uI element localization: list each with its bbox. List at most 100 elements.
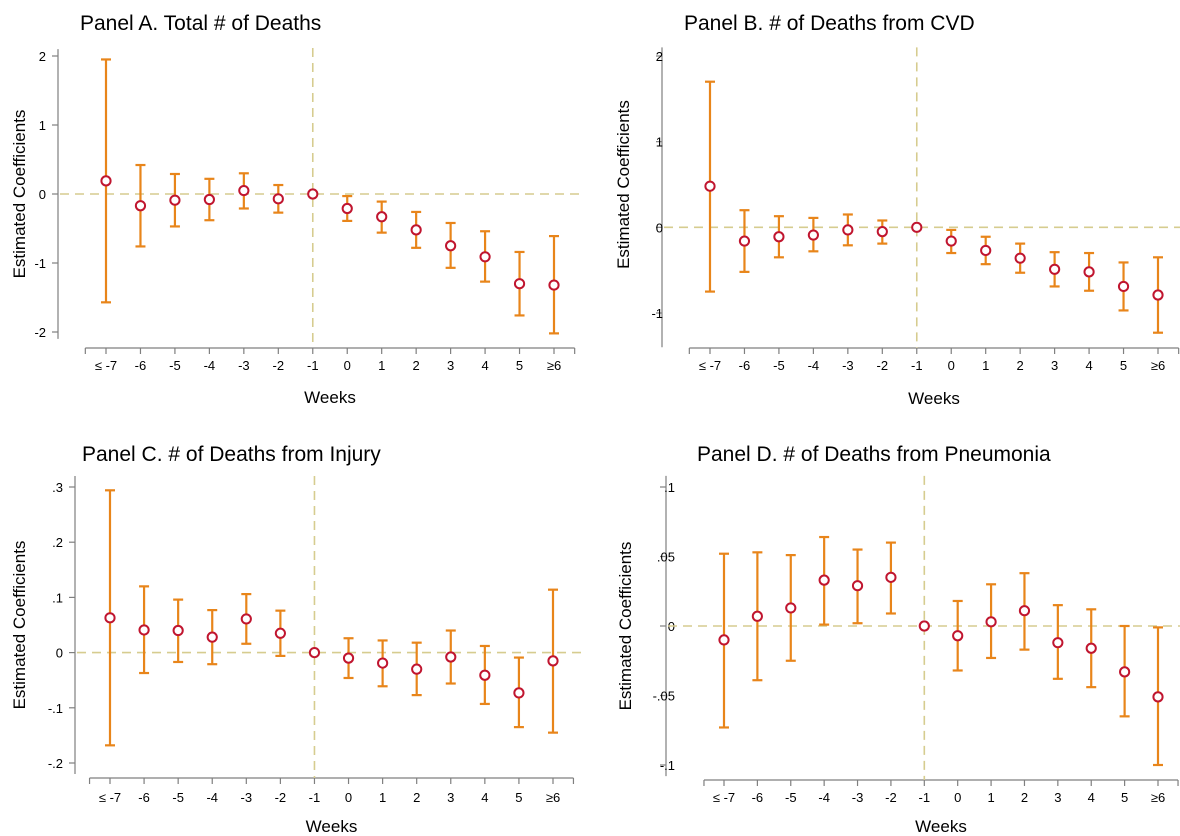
point-estimate — [240, 613, 252, 625]
y-tick-label: -.2 — [48, 756, 63, 771]
y-tick-label: .3 — [52, 480, 63, 495]
y-tick-label: 1 — [656, 135, 663, 150]
y-tick-label: 2 — [656, 49, 663, 64]
point-estimate — [445, 240, 457, 252]
point-estimate — [238, 184, 250, 197]
x-tick-label: 4 — [481, 790, 488, 805]
panel-d: Panel D. # of Deaths from Pneumonia .1 .05… — [616, 443, 1180, 836]
point-estimate — [1049, 263, 1061, 275]
x-tick-label: -2 — [275, 790, 287, 805]
point-estimate — [411, 663, 423, 675]
point-estimate — [1018, 605, 1031, 617]
x-tick-label: -3 — [238, 358, 250, 373]
y-tick-label: .1 — [52, 590, 63, 605]
x-axis-label: Weeks — [306, 817, 358, 836]
y-tick-label: 2 — [39, 49, 46, 64]
point-estimate — [911, 221, 923, 233]
point-estimate — [308, 647, 321, 659]
point-estimate — [104, 612, 116, 624]
point-estimate — [547, 655, 559, 667]
point-estimate — [203, 193, 215, 206]
point-estimate — [307, 188, 319, 200]
x-tick-label: -1 — [919, 790, 931, 805]
x-tick-label: 4 — [1085, 358, 1092, 373]
point-estimate — [945, 235, 957, 247]
y-tick-label: -.05 — [653, 689, 675, 704]
point-estimate — [738, 235, 751, 247]
point-estimate — [773, 231, 785, 243]
x-tick-label: 3 — [1054, 790, 1061, 805]
point-estimate — [1119, 666, 1131, 678]
point-estimate — [513, 687, 525, 699]
x-tick-label: 0 — [948, 358, 955, 373]
x-tick-label: -5 — [172, 790, 184, 805]
x-tick-label: 0 — [345, 790, 352, 805]
x-tick-label: -4 — [206, 790, 218, 805]
point-estimate — [1014, 252, 1026, 264]
x-tick-label: 5 — [516, 358, 523, 373]
x-tick-label: 2 — [413, 790, 420, 805]
point-estimate — [1085, 642, 1097, 654]
y-axis-label: Estimated Coefficients — [614, 100, 633, 269]
point-estimate — [718, 634, 730, 646]
point-estimate — [100, 175, 112, 187]
point-estimate — [1152, 289, 1164, 301]
point-estimate — [445, 651, 457, 663]
y-tick-label: -1 — [651, 306, 663, 321]
y-tick-label: 0 — [656, 220, 663, 235]
x-tick-label: -2 — [885, 790, 897, 805]
y-axis-label: Estimated Coefficients — [616, 542, 635, 711]
point-estimate — [479, 669, 491, 681]
point-estimate — [206, 631, 218, 643]
x-tick-label: ≥6 — [1151, 358, 1165, 373]
point-estimate — [376, 211, 388, 223]
x-tick-label: 1 — [982, 358, 989, 373]
x-tick-label: 2 — [1021, 790, 1028, 805]
x-tick-label: 0 — [344, 358, 351, 373]
point-estimate — [785, 602, 797, 614]
point-estimate — [1083, 266, 1095, 278]
point-estimate — [818, 574, 830, 586]
x-tick-label: 2 — [1017, 358, 1024, 373]
point-estimate — [1052, 637, 1064, 649]
x-tick-label: -6 — [135, 358, 147, 373]
point-estimate — [272, 193, 284, 205]
x-tick-label: -1 — [307, 358, 319, 373]
panel-c: Panel C. # of Deaths from Injury .3 .2 .1 0 -… — [10, 443, 582, 836]
x-tick-label: -5 — [773, 358, 785, 373]
point-estimate — [1152, 691, 1164, 703]
point-estimate — [885, 571, 897, 583]
y-tick-label: -.1 — [48, 701, 63, 716]
point-estimate — [513, 278, 526, 290]
x-axis-label: Weeks — [908, 389, 960, 408]
y-tick-label: -1 — [34, 256, 46, 271]
x-tick-label: 5 — [1120, 358, 1127, 373]
y-tick-label: -.1 — [660, 758, 675, 773]
y-tick-label: 0 — [39, 187, 46, 202]
panel-title: Panel B. # of Deaths from CVD — [684, 12, 975, 35]
x-tick-label: -4 — [818, 790, 830, 805]
x-tick-label: 5 — [515, 790, 522, 805]
x-tick-label: -3 — [852, 790, 864, 805]
panel-a: Panel A. Total # of Deaths 2 1 0 -1 -2 Estimat… — [10, 12, 583, 407]
point-estimate — [548, 279, 560, 291]
x-tick-label: 1 — [379, 790, 386, 805]
x-axis-label: Weeks — [304, 388, 356, 407]
x-tick-label: -1 — [911, 358, 923, 373]
point-estimate — [751, 610, 763, 622]
x-tick-label: ≤ -7 — [699, 358, 721, 373]
x-tick-label: 4 — [1088, 790, 1095, 805]
x-tick-label: -5 — [169, 358, 181, 373]
y-tick-label: 1 — [39, 118, 46, 133]
point-estimate — [134, 200, 147, 212]
y-axis-label: Estimated Coefficients — [10, 541, 29, 710]
x-tick-label: -6 — [739, 358, 751, 373]
y-tick-label: -2 — [34, 325, 46, 340]
point-estimate — [342, 652, 355, 664]
point-estimate — [918, 620, 930, 632]
point-estimate — [851, 580, 864, 592]
x-tick-label: -6 — [138, 790, 150, 805]
panel-b: Panel B. # of Deaths from CVD 2 1 0 -1 Estima… — [614, 12, 1180, 408]
x-tick-label: -4 — [204, 358, 216, 373]
